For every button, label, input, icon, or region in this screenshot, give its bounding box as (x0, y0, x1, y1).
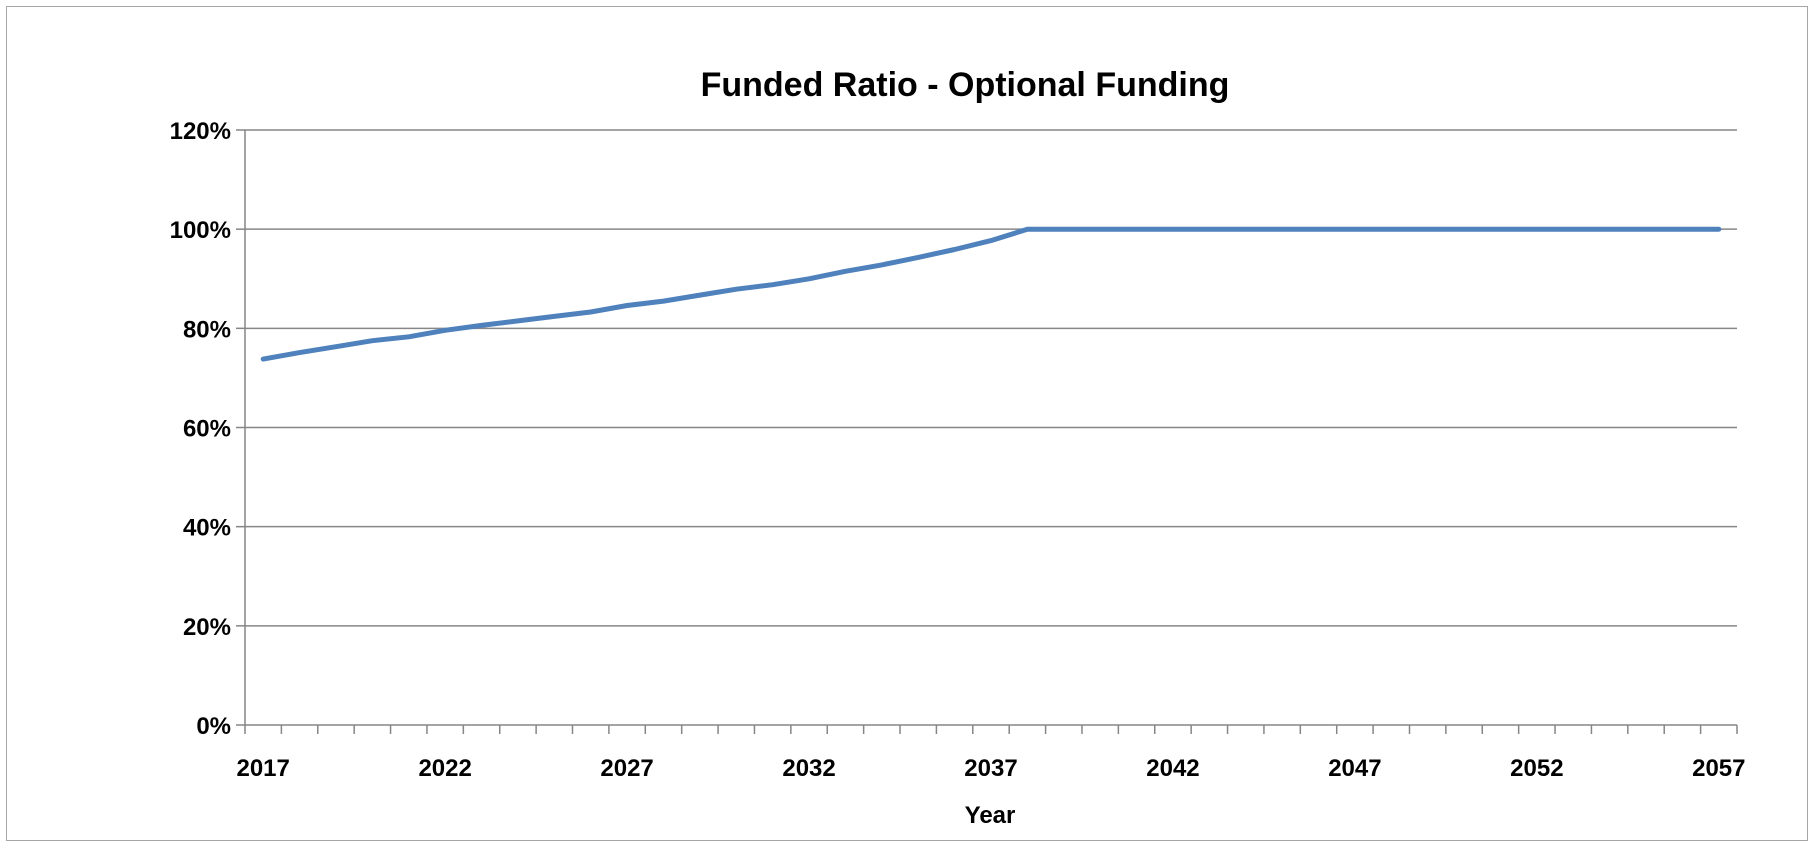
x-tick-label: 2017 (236, 755, 289, 782)
x-tick-label: 2032 (782, 755, 835, 782)
x-tick-label: 2042 (1146, 755, 1199, 782)
x-tick-labels: 2017 2022 2027 2032 2037 2042 2047 2052 2057 (236, 755, 1745, 782)
y-tick-label: 0% (196, 713, 231, 740)
chart-frame (6, 6, 1808, 841)
y-tick-label: 60% (183, 416, 231, 443)
x-axis-title: Year (965, 802, 1016, 829)
y-tick-label: 20% (183, 614, 231, 641)
gridlines (245, 129, 1737, 726)
x-tick-label: 2037 (964, 755, 1017, 782)
x-tick-label: 2052 (1510, 755, 1563, 782)
x-tick-label: 2022 (418, 755, 471, 782)
y-tick-label: 100% (170, 217, 231, 244)
axes (236, 129, 1738, 734)
y-tick-label: 120% (170, 118, 231, 145)
y-tick-labels: 0% 20% 40% 60% 80% 100% 120% (170, 118, 231, 740)
x-tick-label: 2057 (1692, 755, 1745, 782)
chart-title: Funded Ratio - Optional Funding (701, 66, 1230, 104)
y-tick-label: 40% (183, 515, 231, 542)
x-tick-label: 2027 (600, 755, 653, 782)
y-tick-label: 80% (183, 316, 231, 343)
x-tick-label: 2047 (1328, 755, 1381, 782)
series-layer (260, 226, 1722, 362)
series-line (260, 226, 1722, 362)
